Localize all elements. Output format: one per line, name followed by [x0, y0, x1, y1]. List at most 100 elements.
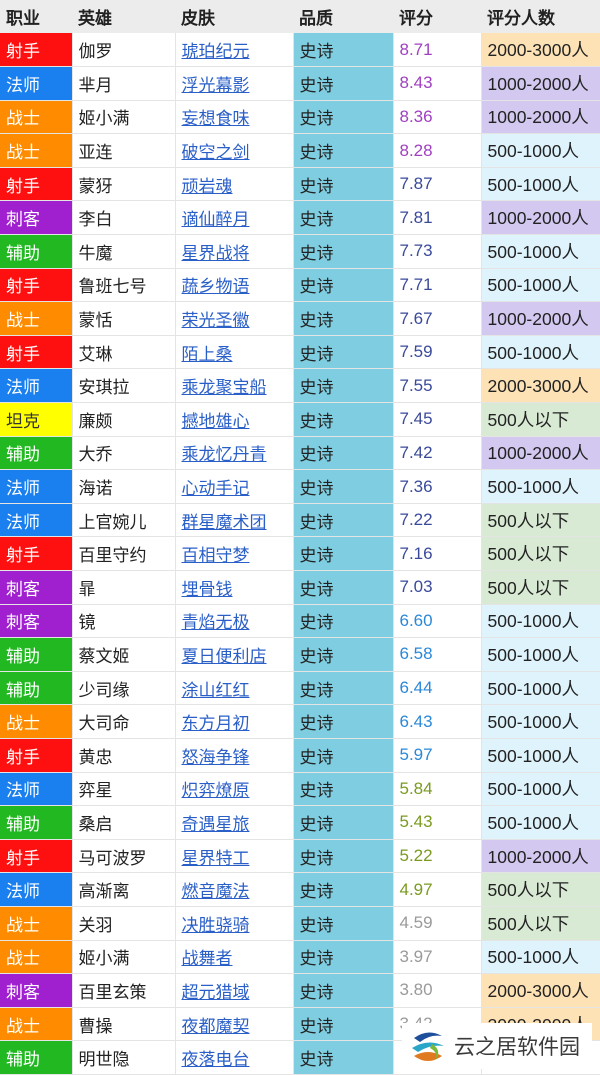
skin-link[interactable]: 炽弈燎原 — [181, 781, 250, 802]
quality-cell: 史诗 — [293, 604, 394, 639]
skin-cell[interactable]: 怒海争锋 — [175, 738, 294, 773]
skin-cell[interactable]: 夜都魔契 — [175, 1007, 294, 1042]
skin-cell[interactable]: 荣光圣徽 — [175, 301, 294, 336]
skin-link[interactable]: 东方月初 — [181, 714, 250, 735]
skin-link[interactable]: 顽岩魂 — [181, 176, 233, 197]
skin-cell[interactable]: 炽弈燎原 — [175, 772, 294, 807]
skin-cell[interactable]: 夜落电台 — [175, 1040, 294, 1075]
hero-cell: 牛魔 — [72, 234, 176, 269]
skin-link[interactable]: 星界特工 — [181, 848, 250, 869]
skin-cell[interactable]: 乘龙忆丹青 — [175, 436, 294, 471]
skin-link[interactable]: 决胜骁骑 — [181, 915, 250, 936]
skin-cell[interactable]: 埋骨钱 — [175, 570, 294, 605]
skin-cell[interactable]: 妄想食味 — [175, 100, 294, 135]
column-header: 评分人数 — [481, 0, 600, 33]
skin-link[interactable]: 超元猎域 — [181, 982, 250, 1003]
role-cell: 刺客 — [0, 604, 73, 639]
skin-link[interactable]: 心动手记 — [181, 479, 250, 500]
skin-cell[interactable]: 心动手记 — [175, 469, 294, 504]
skin-link[interactable]: 夜都魔契 — [181, 1016, 250, 1037]
skin-cell[interactable]: 战舞者 — [175, 940, 294, 975]
column-header: 皮肤 — [175, 0, 293, 33]
quality-cell: 史诗 — [293, 805, 394, 840]
score-cell: 6.43 — [393, 704, 482, 739]
column-header: 品质 — [293, 0, 393, 33]
score-cell: 7.55 — [393, 368, 482, 404]
skin-cell[interactable]: 星界战将 — [175, 234, 294, 269]
skin-link[interactable]: 怒海争锋 — [181, 747, 250, 768]
role-cell: 坦克 — [0, 402, 73, 437]
skin-cell[interactable]: 燃音魔法 — [175, 872, 294, 907]
skin-link[interactable]: 蔬乡物语 — [181, 277, 250, 298]
skin-cell[interactable]: 谪仙醉月 — [175, 200, 294, 236]
skin-link[interactable]: 破空之剑 — [181, 143, 250, 164]
hero-cell: 高渐离 — [72, 872, 176, 907]
skin-cell[interactable]: 奇遇星旅 — [175, 805, 294, 840]
quality-cell: 史诗 — [293, 100, 394, 135]
skin-link[interactable]: 夜落电台 — [181, 1050, 250, 1071]
table-row: 射手 黄忠 怒海争锋 史诗 5.97 500-1000人 — [0, 738, 600, 773]
quality-cell: 史诗 — [293, 906, 394, 941]
table-row: 射手 马可波罗 星界特工 史诗 5.22 1000-2000人 — [0, 839, 600, 874]
quality-cell: 史诗 — [293, 839, 394, 874]
skin-link[interactable]: 荣光圣徽 — [181, 311, 250, 332]
skin-cell[interactable]: 蔬乡物语 — [175, 268, 294, 303]
skin-link[interactable]: 埋骨钱 — [181, 579, 233, 600]
role-cell: 法师 — [0, 872, 73, 907]
rating-count-cell: 2000-3000人 — [481, 368, 600, 404]
skin-link[interactable]: 青焰无极 — [181, 613, 250, 634]
rating-count-cell: 1000-2000人 — [481, 839, 600, 874]
skin-link[interactable]: 百相守梦 — [181, 546, 250, 567]
rating-count-cell: 500-1000人 — [481, 704, 600, 739]
score-cell: 5.43 — [393, 805, 482, 840]
skin-cell[interactable]: 乘龙聚宝船 — [175, 368, 294, 404]
quality-cell: 史诗 — [293, 671, 394, 706]
score-cell: 5.97 — [393, 738, 482, 773]
skin-link[interactable]: 群星魔术团 — [181, 512, 267, 533]
role-cell: 战士 — [0, 906, 73, 941]
skin-link[interactable]: 妄想食味 — [181, 109, 250, 130]
table-row: 射手 艾琳 陌上桑 史诗 7.59 500-1000人 — [0, 335, 600, 370]
skin-cell[interactable]: 星界特工 — [175, 839, 294, 874]
watermark: 云之居软件园 — [402, 1023, 592, 1069]
quality-cell: 史诗 — [293, 940, 394, 975]
skin-cell[interactable]: 顽岩魂 — [175, 167, 294, 202]
quality-cell: 史诗 — [293, 637, 394, 672]
skin-link[interactable]: 乘龙忆丹青 — [181, 445, 267, 466]
skin-cell[interactable]: 破空之剑 — [175, 133, 294, 168]
watermark-text: 云之居软件园 — [454, 1035, 580, 1059]
skin-link[interactable]: 撼地雄心 — [181, 411, 250, 432]
skin-cell[interactable]: 百相守梦 — [175, 536, 294, 571]
role-cell: 战士 — [0, 133, 73, 168]
hero-cell: 蒙犽 — [72, 167, 176, 202]
skin-cell[interactable]: 群星魔术团 — [175, 503, 294, 538]
skin-cell[interactable]: 琥珀纪元 — [175, 33, 294, 68]
skin-cell[interactable]: 陌上桑 — [175, 335, 294, 370]
skin-link[interactable]: 琥珀纪元 — [181, 42, 250, 63]
rating-count-cell: 500-1000人 — [481, 637, 600, 672]
skin-link[interactable]: 战舞者 — [181, 949, 233, 970]
skin-link[interactable]: 浮光幕影 — [181, 75, 250, 96]
skin-cell[interactable]: 决胜骁骑 — [175, 906, 294, 941]
skin-link[interactable]: 奇遇星旅 — [181, 814, 250, 835]
skin-link[interactable]: 乘龙聚宝船 — [181, 378, 267, 399]
skin-cell[interactable]: 夏日便利店 — [175, 637, 294, 672]
skin-link[interactable]: 夏日便利店 — [181, 646, 267, 667]
skin-cell[interactable]: 青焰无极 — [175, 604, 294, 639]
skin-link[interactable]: 涂山红红 — [181, 680, 250, 701]
hero-cell: 百里守约 — [72, 536, 176, 571]
skin-link[interactable]: 燃音魔法 — [181, 882, 250, 903]
skin-cell[interactable]: 涂山红红 — [175, 671, 294, 706]
skin-cell[interactable]: 超元猎域 — [175, 973, 294, 1008]
skin-cell[interactable]: 浮光幕影 — [175, 66, 294, 101]
skin-cell[interactable]: 东方月初 — [175, 704, 294, 739]
skin-link[interactable]: 陌上桑 — [181, 344, 233, 365]
skin-link[interactable]: 谪仙醉月 — [181, 210, 250, 231]
quality-cell: 史诗 — [293, 469, 394, 504]
rating-count-cell: 500人以下 — [481, 872, 600, 907]
hero-cell: 蒙恬 — [72, 301, 176, 336]
skin-link[interactable]: 星界战将 — [181, 243, 250, 264]
skin-cell[interactable]: 撼地雄心 — [175, 402, 294, 437]
rating-count-cell: 500人以下 — [481, 536, 600, 571]
